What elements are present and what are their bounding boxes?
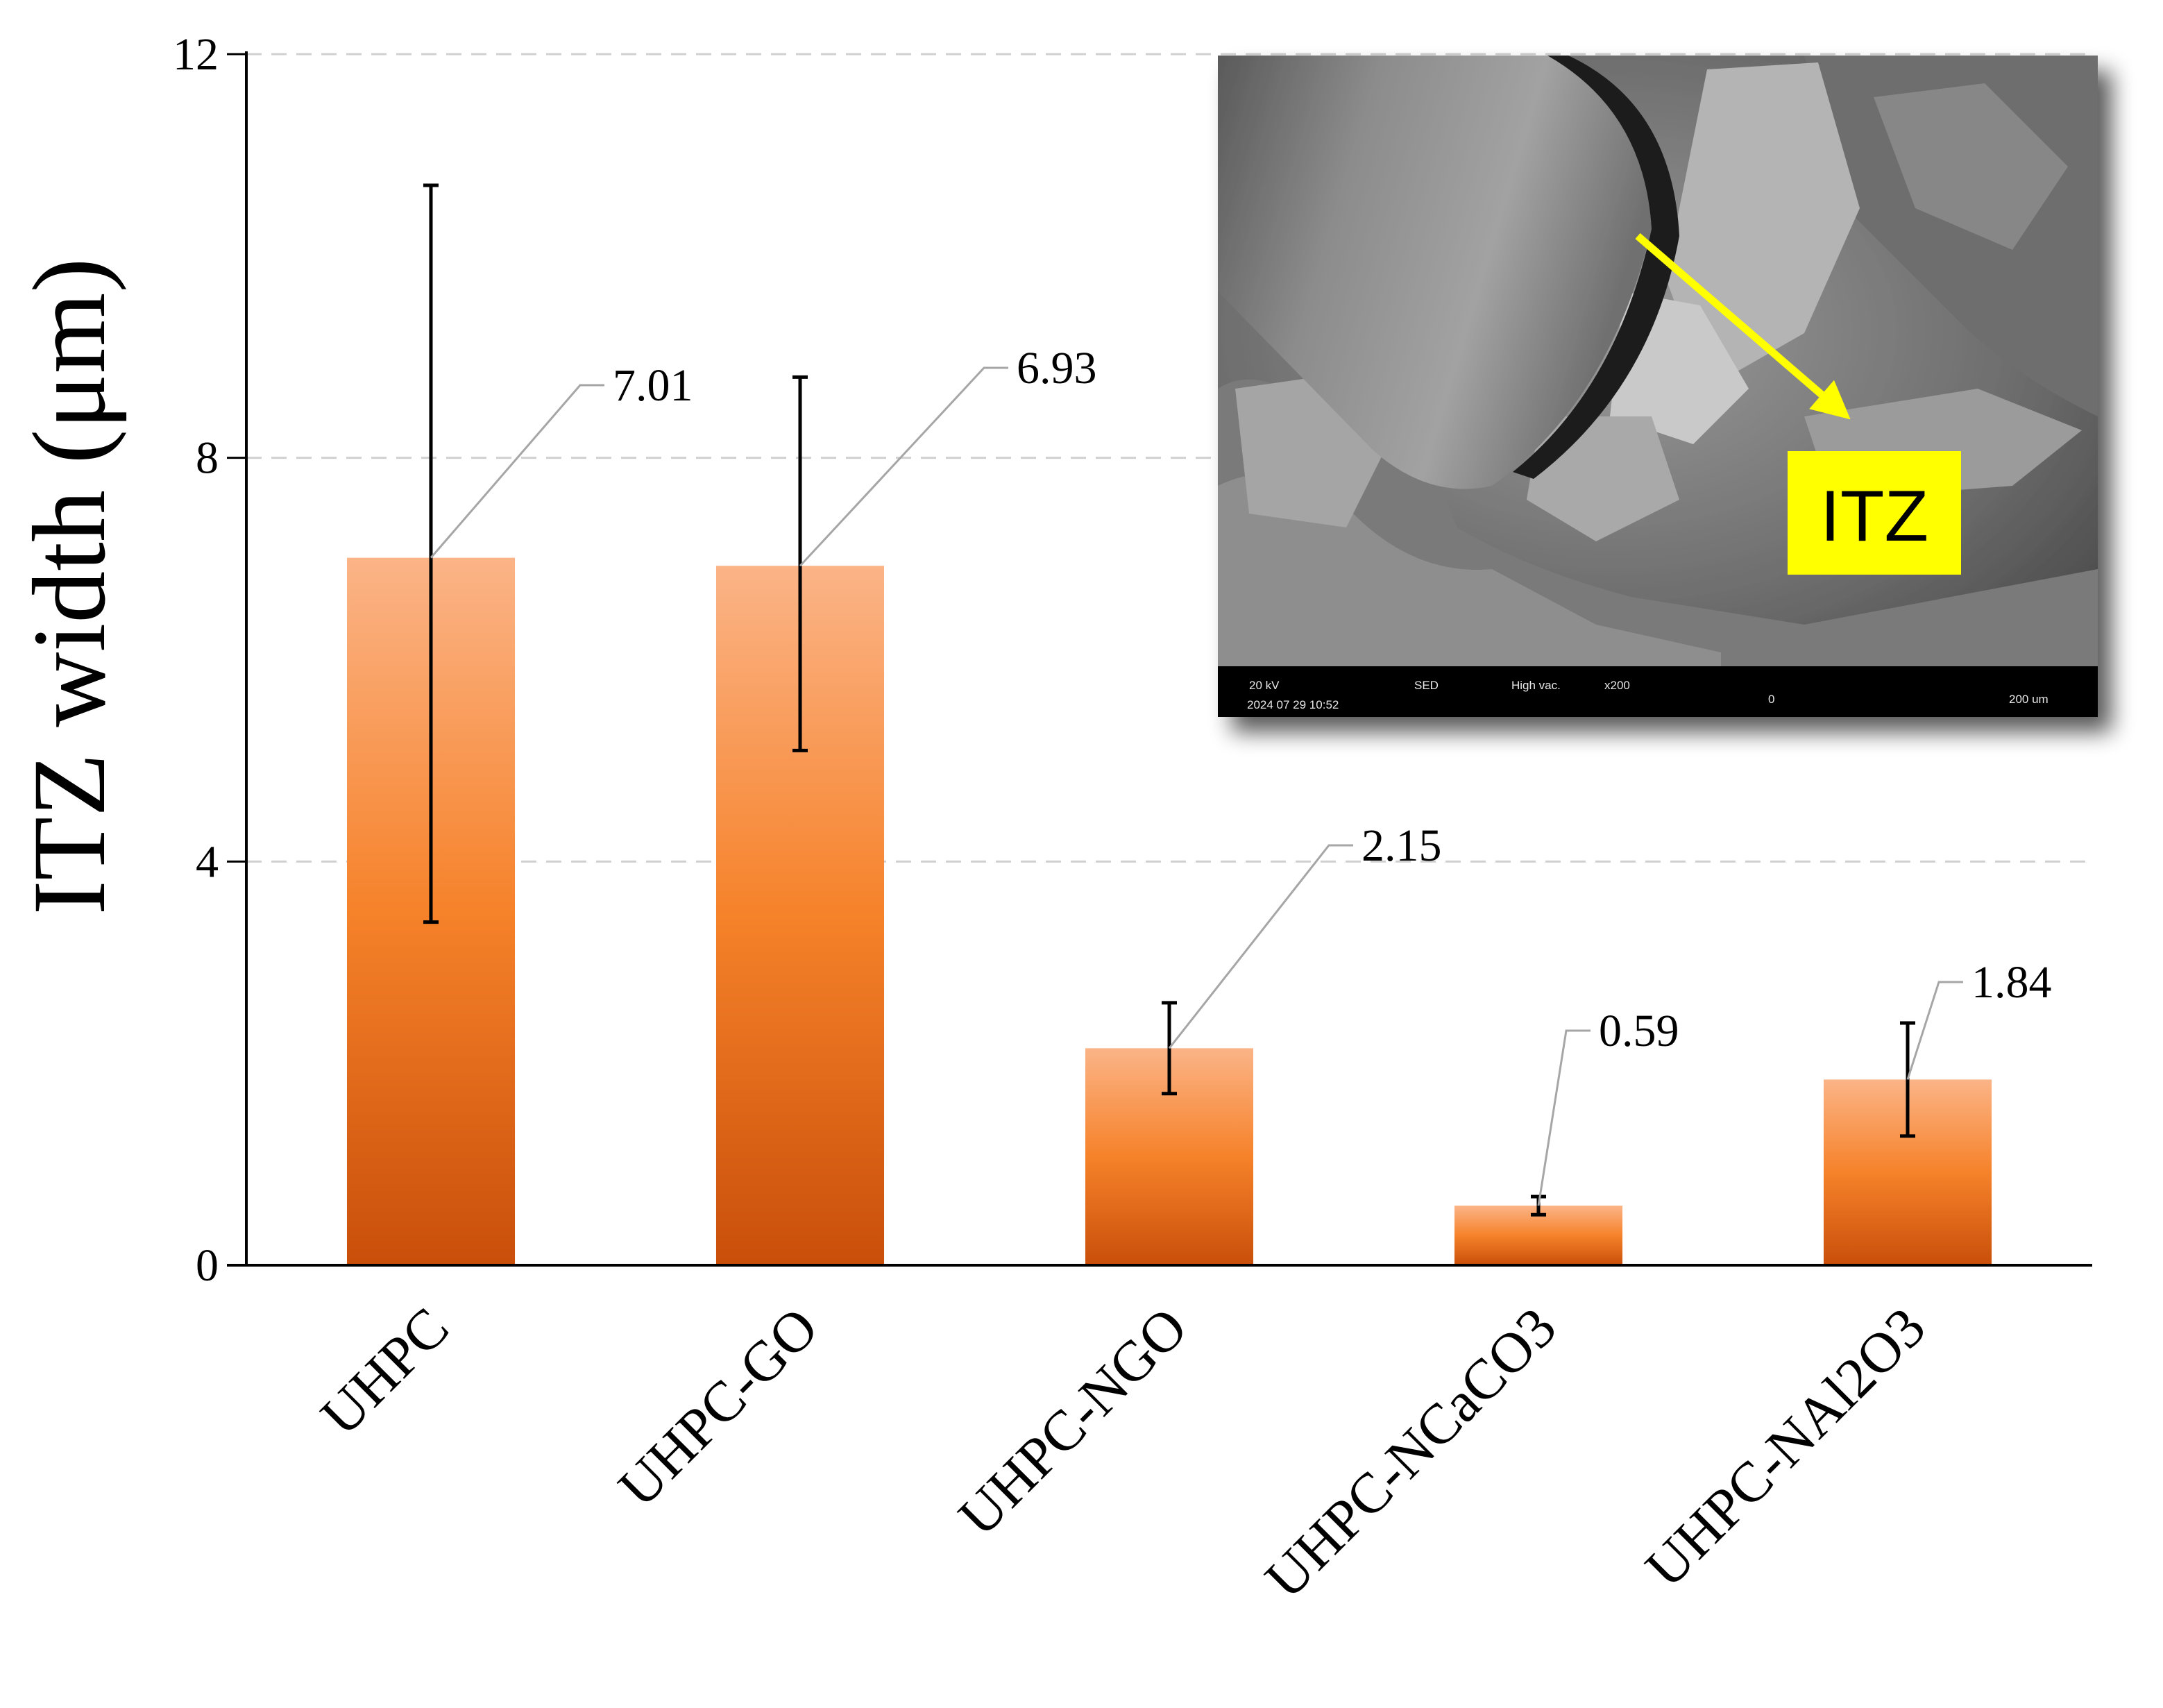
sem-timestamp: 2024 07 29 10:52 [1247,698,1339,711]
leader-line [1168,844,1353,1049]
y-tick-label: 0 [196,1240,219,1291]
sem-voltage: 20 kV [1249,679,1280,692]
x-tick-label: UHPC-NGO [947,1295,1199,1548]
itz-label: ITZ [1820,476,1928,557]
data-label: 0.59 [1599,1006,1679,1056]
y-tick-label: 12 [173,29,219,80]
x-tick-label: UHPC-NCaCO3 [1253,1295,1568,1610]
x-tick-label: UHPC-GO [607,1295,830,1519]
sem-vacuum: High vac. [1511,679,1561,692]
data-label: 6.93 [1017,343,1097,394]
data-labels: 7.01 6.93 2.15 0.59 1.84 [430,343,2052,1206]
y-axis-title: ITZ width (μm) [12,258,127,915]
y-tick-label: 4 [196,836,219,887]
sem-magnification: x200 [1604,679,1630,692]
itz-label-box [1788,451,1961,575]
data-label: 1.84 [1971,957,2052,1008]
bars [346,183,1992,1265]
sem-inset-image: 20 kV SED High vac. x200 2024 07 29 10:5… [1218,56,2098,717]
sem-scale-zero: 0 [1768,693,1774,706]
x-tick-label: UHPC-NAl2O3 [1634,1295,1937,1599]
leader-line [430,384,604,559]
itz-arrow [1635,232,1851,420]
sem-mode: SED [1414,679,1439,692]
y-tick-label: 8 [196,433,219,484]
data-label: 2.15 [1362,820,1442,871]
x-tick-label: UHPC [309,1295,461,1447]
data-label: 7.01 [613,360,693,411]
leader-line [1906,981,1963,1080]
sem-scale-max: 200 um [2009,693,2049,706]
leader-line [1537,1029,1591,1206]
leader-line [799,366,1008,567]
